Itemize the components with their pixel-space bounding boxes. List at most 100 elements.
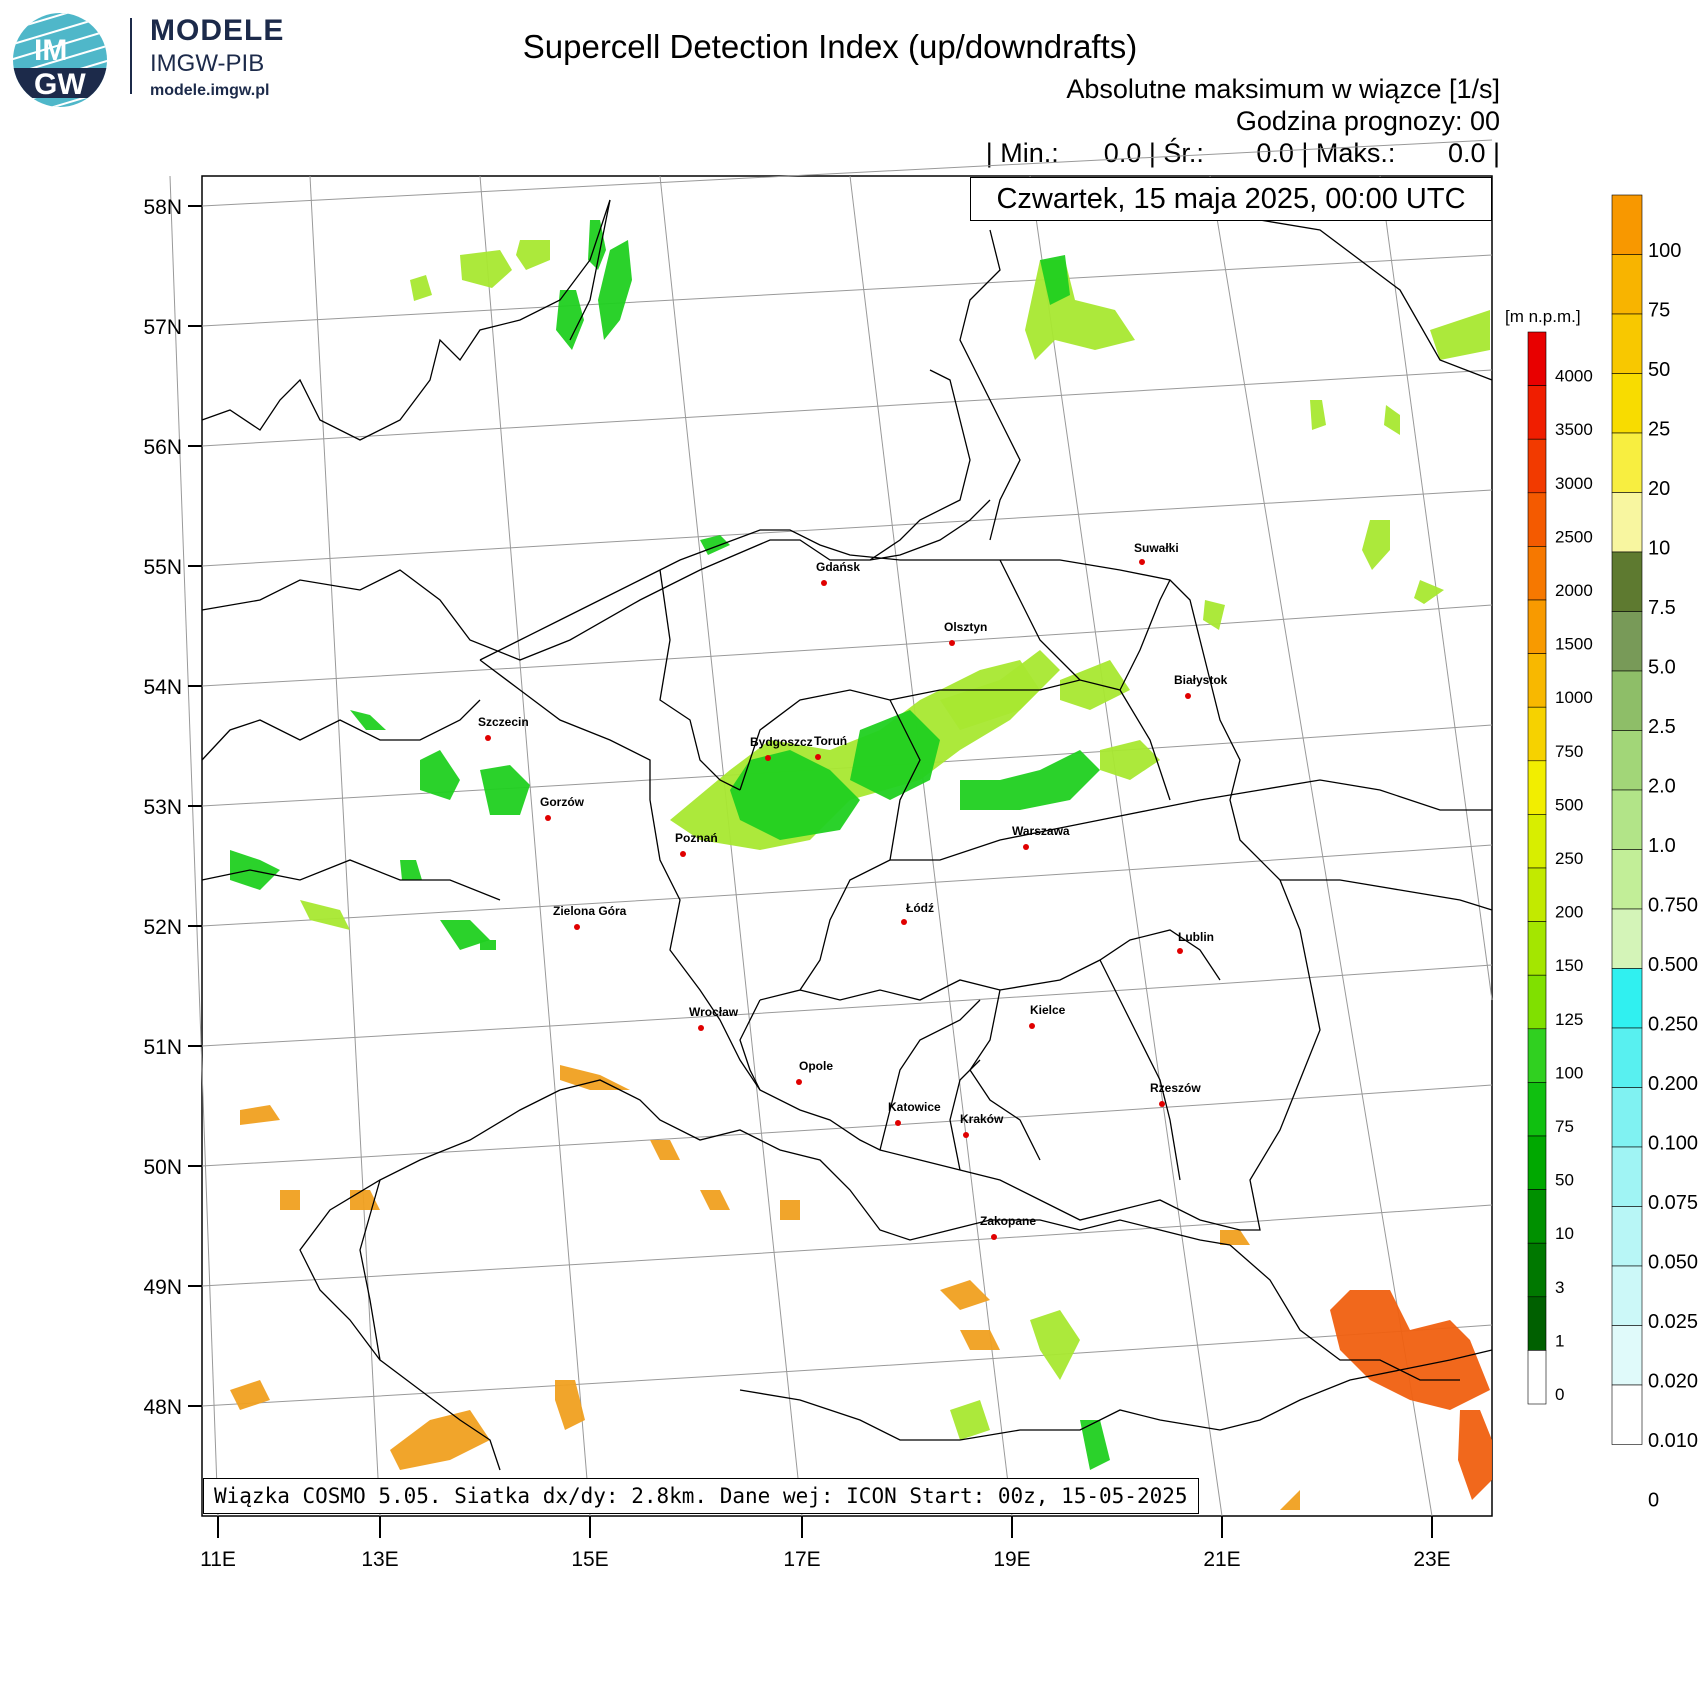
lat-label: 57N [143,316,182,339]
city-dot [1139,559,1145,565]
index-label: 20 [1648,478,1670,500]
map-frame [201,175,1493,1517]
terrain-label: 200 [1555,903,1583,922]
lat-label: 49N [143,1276,182,1299]
index-shade [556,290,584,350]
city-dot [1023,844,1029,850]
index-shade [850,710,940,800]
city-label: Lublin [1178,930,1214,944]
city-dot [1159,1101,1165,1107]
index-swatch [1611,492,1643,553]
city-dot [545,815,551,821]
terrain-label: 250 [1555,849,1583,868]
index-label: 100 [1648,240,1681,262]
lat-label: 55N [143,556,182,579]
city-label: Zakopane [980,1214,1036,1228]
index-label: 0.750 [1648,895,1698,917]
index-label: 0.075 [1648,1192,1698,1214]
city-label: Wrocław [689,1005,739,1019]
city-dot [1177,948,1183,954]
index-shade [1414,580,1444,604]
terrain-label: 3 [1555,1278,1564,1297]
svg-text:GW: GW [34,68,86,101]
index-shade [480,940,496,950]
terrain-swatch [1527,867,1547,922]
city-dot [574,924,580,930]
map-subtitle: Absolutne maksimum w wiązce [1/s] [1066,74,1500,104]
city-label: Toruń [814,734,847,748]
stats-line: | Min.: 0.0 | Śr.: 0.0 | Maks.: 0.0 | [985,138,1500,168]
terrain-label: 2000 [1555,581,1593,600]
city-label: Łódź [906,901,934,915]
index-shade [516,240,550,270]
index-shade [420,750,460,800]
index-swatch [1611,730,1643,791]
terrain-swatch [1527,492,1547,547]
index-label: 0.500 [1648,954,1698,976]
terrain-label: 500 [1555,795,1583,814]
terrain-swatch [1527,1242,1547,1298]
city-label: Kielce [1030,1003,1066,1017]
lon-label: 15E [571,1548,608,1571]
terrain-label: 1000 [1555,688,1593,707]
index-shade [650,1140,680,1160]
index-swatch [1611,611,1643,672]
index-swatch [1611,432,1643,493]
borders [201,179,1493,1471]
city-label: Szczecin [478,715,529,729]
city-dot [901,919,907,925]
city-dot [1029,1023,1035,1029]
terrain-label: 125 [1555,1010,1583,1029]
index-shade [960,1330,1000,1350]
city-dot [991,1234,997,1240]
lat-label: 51N [143,1036,182,1059]
city-dot [765,755,771,761]
terrain-swatch [1527,653,1547,708]
terrain-swatch [1527,1350,1547,1405]
index-label: 0.250 [1648,1014,1698,1036]
index-label: 10 [1648,538,1670,560]
index-label: 0 [1648,1490,1659,1512]
terrain-swatch [1527,1135,1547,1190]
index-label: 1.0 [1648,835,1676,857]
index-swatch [1611,1325,1643,1386]
index-shade [560,1065,630,1090]
index-shade [940,1280,990,1310]
terrain-label: 50 [1555,1171,1574,1190]
terrain-unit: [m n.p.m.] [1505,307,1581,326]
city-label: Zielona Góra [553,904,627,918]
lon-label: 23E [1413,1548,1450,1571]
index-shade [1458,1410,1492,1500]
index-colorbar: 100 75 50 25 20 10 7.5 5.0 2.5 2.0 1.0 0.750 0.500 0.… [1611,194,1698,1512]
city-dot [895,1120,901,1126]
terrain-label: 0 [1555,1385,1564,1404]
index-swatch [1611,254,1643,315]
city-markers: Gdańsk Suwałki Olsztyn Białystok Szczecin Byd… [478,541,1228,1240]
index-swatch [1611,1027,1643,1088]
lat-label: 58N [143,196,182,219]
lon-label: 13E [361,1548,398,1571]
terrain-label: 1500 [1555,635,1593,654]
logo-divider [130,18,132,94]
index-swatch [1611,1206,1643,1267]
lat-label: 53N [143,796,182,819]
imgw-logo-icon: IM GW [13,13,107,107]
brand-subtitle: IMGW-PIB [150,50,265,77]
index-swatch [1611,194,1643,255]
index-label: 75 [1648,300,1670,322]
city-dot [698,1025,704,1031]
city-label: Suwałki [1134,541,1179,555]
index-label: 2.5 [1648,716,1676,738]
city-label: Gdańsk [816,560,860,574]
index-swatch [1611,968,1643,1029]
lat-label: 52N [143,916,182,939]
terrain-swatch [1527,599,1547,654]
city-label: Gorzów [540,795,585,809]
index-swatch [1611,1146,1643,1207]
brand-url: modele.imgw.pl [150,82,270,99]
terrain-label: 3500 [1555,420,1593,439]
svg-text:IM: IM [34,34,67,67]
index-label: 0.025 [1648,1311,1698,1333]
terrain-swatch [1527,974,1547,1030]
